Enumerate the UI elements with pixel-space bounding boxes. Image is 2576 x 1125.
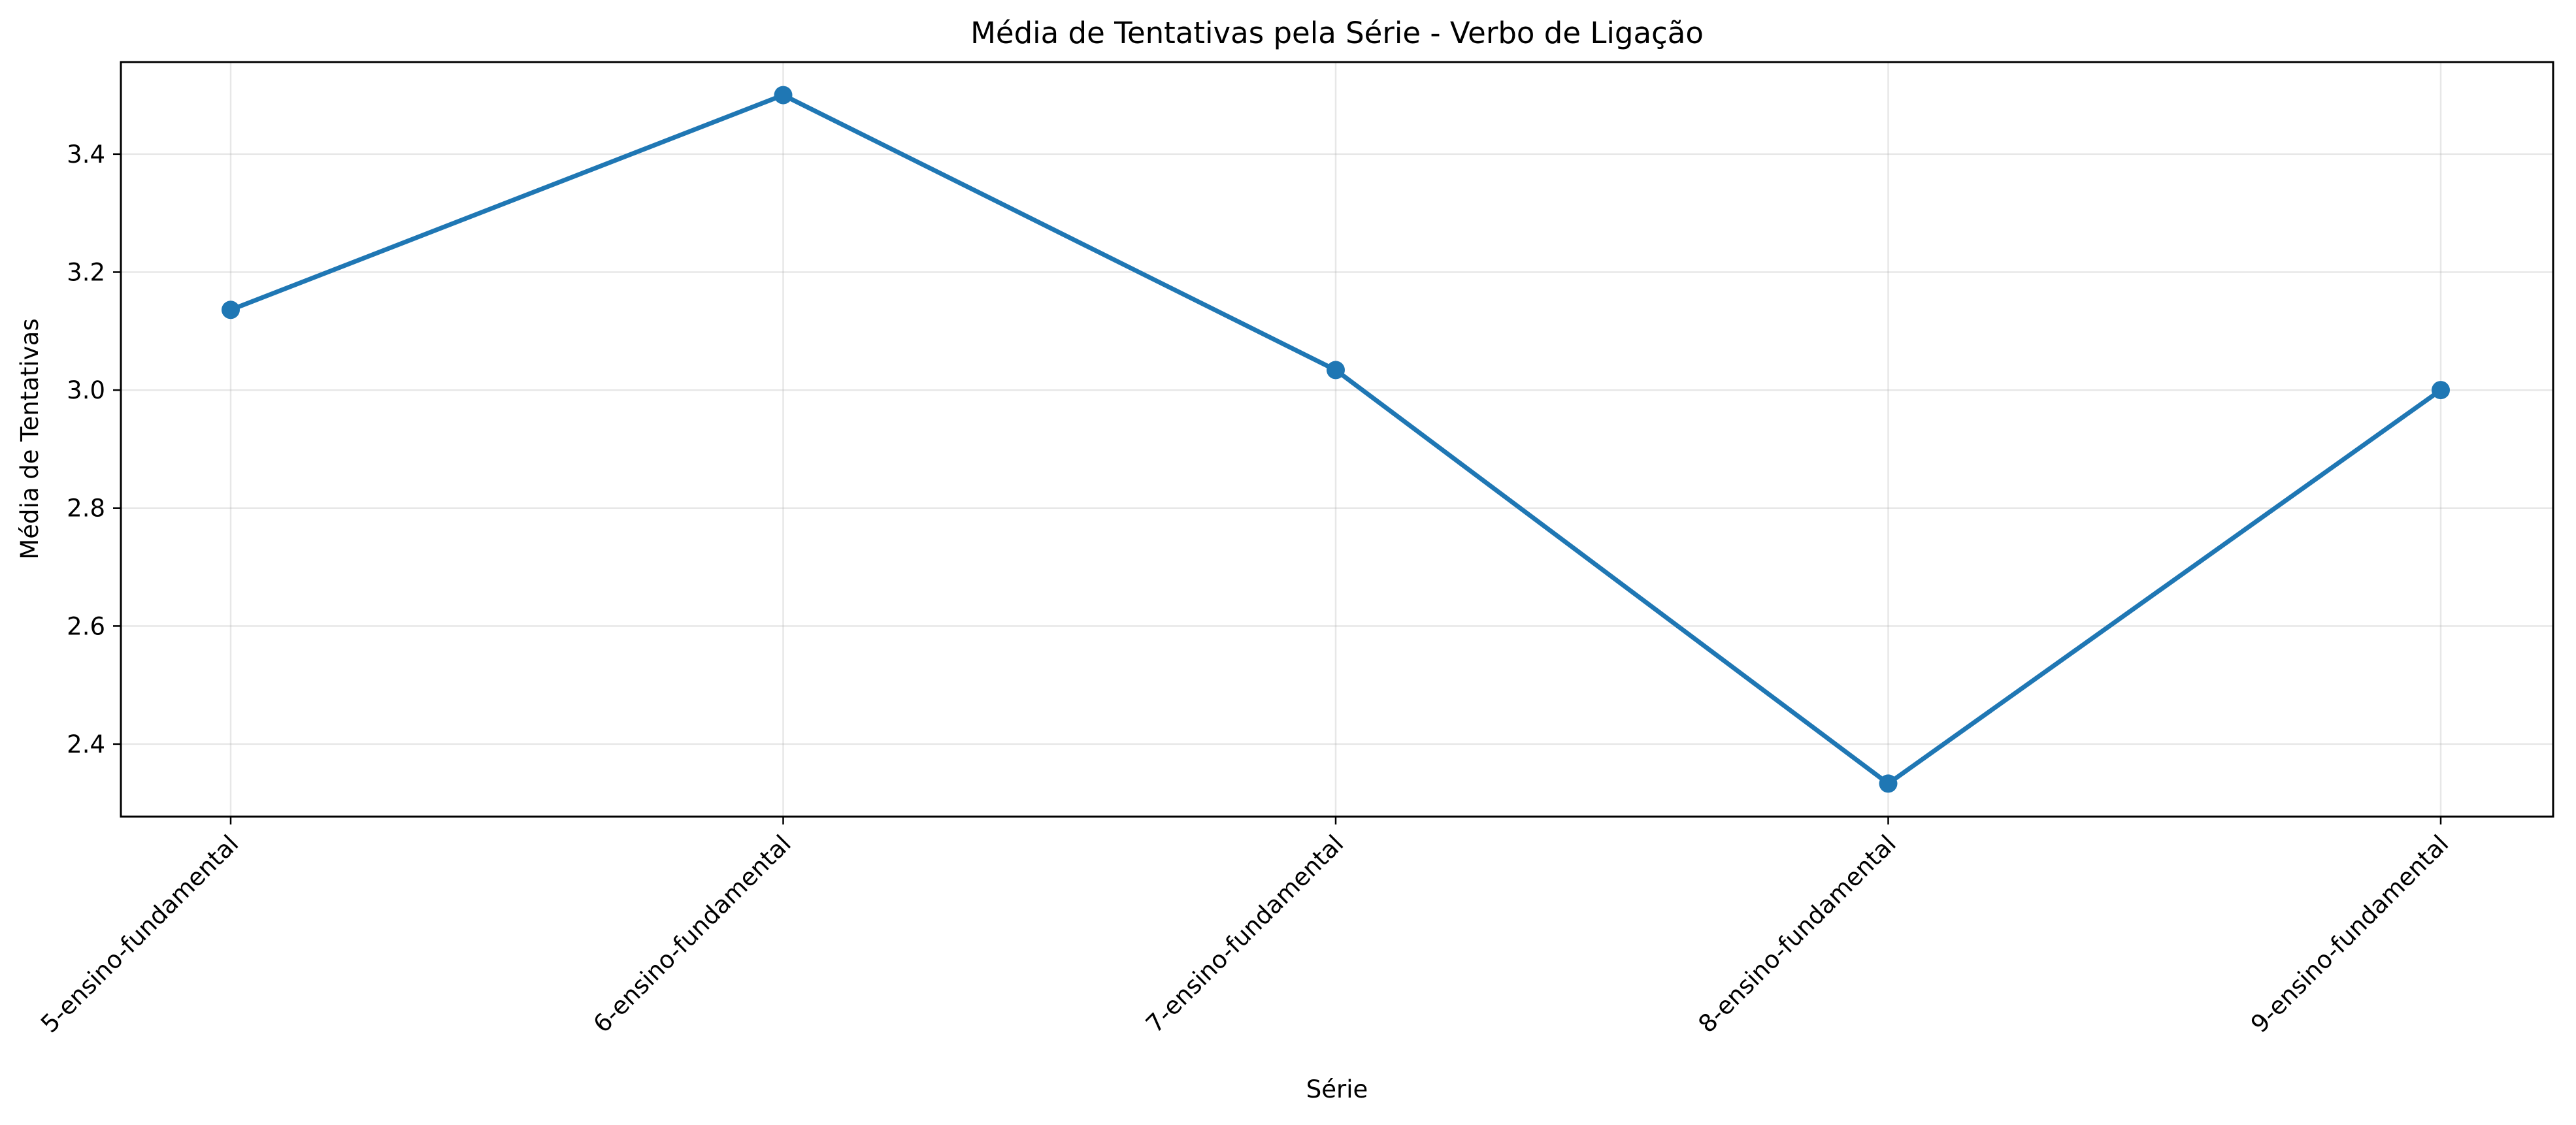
y-tick-label: 3.2 bbox=[67, 258, 105, 286]
x-tick-label: 5-ensino-fundamental bbox=[35, 830, 244, 1038]
x-tick-label: 9-ensino-fundamental bbox=[2245, 830, 2454, 1038]
data-point-marker bbox=[1327, 361, 1345, 380]
y-tick-label: 2.4 bbox=[67, 730, 105, 758]
x-tick-label: 6-ensino-fundamental bbox=[588, 830, 797, 1038]
data-point-marker bbox=[1879, 774, 1898, 793]
data-point-marker bbox=[774, 86, 793, 105]
chart-title: Média de Tentativas pela Série - Verbo d… bbox=[970, 16, 1704, 50]
data-point-marker bbox=[222, 301, 240, 319]
series-layer bbox=[222, 86, 2450, 793]
data-point-marker bbox=[2432, 381, 2450, 400]
y-tick-label: 2.6 bbox=[67, 612, 105, 640]
y-axis-label: Média de Tentativas bbox=[16, 318, 44, 559]
tick-layer: 2.4 2.6 2.8 3.0 3.2 3.4 5-ensino-fundamental 6-… bbox=[35, 140, 2454, 1038]
y-tick-label: 3.0 bbox=[67, 376, 105, 404]
x-tick-label: 7-ensino-fundamental bbox=[1140, 830, 1349, 1038]
x-tick-label: 8-ensino-fundamental bbox=[1693, 830, 1902, 1038]
grid-layer bbox=[121, 62, 2553, 817]
x-axis-label: Série bbox=[1306, 1075, 1368, 1103]
y-tick-label: 2.8 bbox=[67, 495, 105, 523]
y-tick-label: 3.4 bbox=[67, 140, 105, 169]
plot-area-frame bbox=[120, 61, 2554, 818]
